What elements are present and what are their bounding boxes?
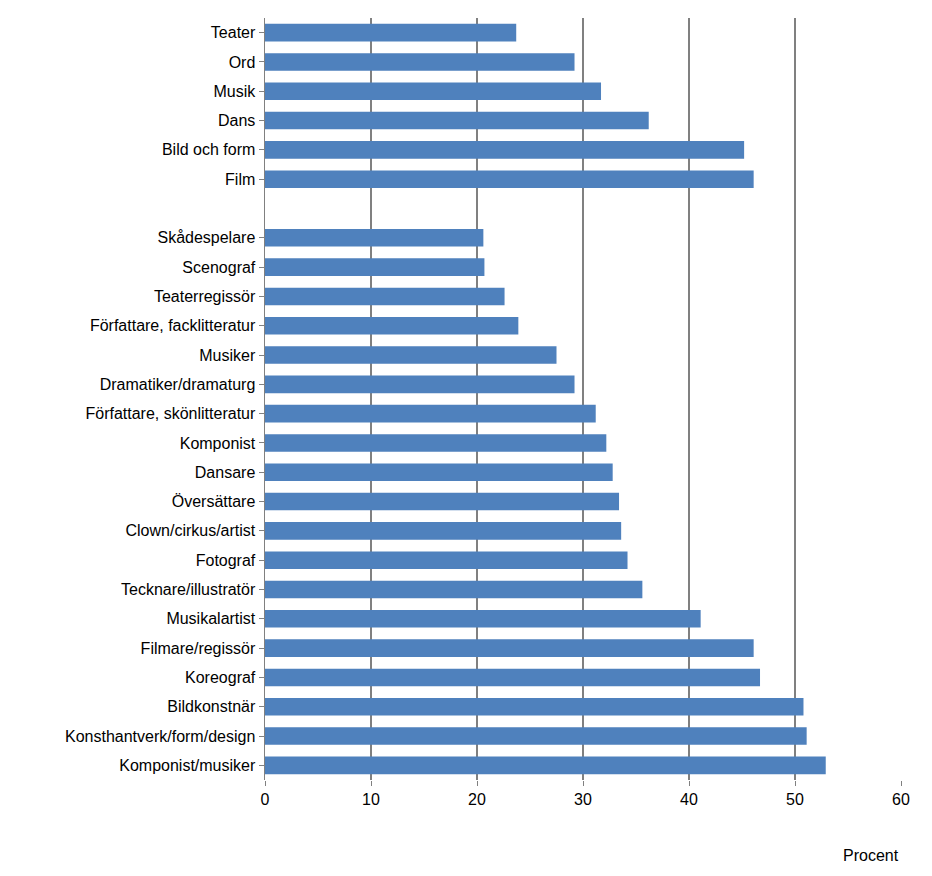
- svg-text:Musiker: Musiker: [199, 347, 256, 364]
- svg-text:Filmare/regissör: Filmare/regissör: [141, 640, 256, 657]
- svg-text:Procent: Procent: [843, 847, 899, 864]
- svg-text:30: 30: [574, 791, 592, 808]
- svg-text:20: 20: [468, 791, 486, 808]
- svg-text:Film: Film: [225, 171, 255, 188]
- svg-text:Clown/cirkus/artist: Clown/cirkus/artist: [125, 522, 255, 539]
- svg-text:50: 50: [786, 791, 804, 808]
- svg-text:Teaterregissör: Teaterregissör: [154, 288, 256, 305]
- svg-text:Teater: Teater: [211, 24, 256, 41]
- svg-text:Komponist: Komponist: [180, 435, 256, 452]
- svg-text:Översättare: Översättare: [172, 493, 256, 510]
- svg-text:Dansare: Dansare: [195, 464, 256, 481]
- svg-text:60: 60: [892, 791, 910, 808]
- svg-text:10: 10: [362, 791, 380, 808]
- svg-text:40: 40: [680, 791, 698, 808]
- svg-text:Bildkonstnär: Bildkonstnär: [167, 698, 256, 715]
- svg-text:Ord: Ord: [229, 54, 256, 71]
- svg-text:Musik: Musik: [214, 83, 257, 100]
- svg-text:Författare, skönlitteratur: Författare, skönlitteratur: [85, 405, 256, 422]
- svg-text:Dans: Dans: [218, 112, 255, 129]
- svg-text:Scenograf: Scenograf: [182, 259, 255, 276]
- svg-text:Skådespelare: Skådespelare: [157, 229, 255, 246]
- svg-text:Bild och form: Bild och form: [162, 141, 255, 158]
- svg-text:Författare, facklitteratur: Författare, facklitteratur: [90, 317, 256, 334]
- svg-text:Konsthantverk/form/design: Konsthantverk/form/design: [65, 728, 255, 745]
- svg-text:Dramatiker/dramaturg: Dramatiker/dramaturg: [100, 376, 256, 393]
- svg-text:0: 0: [261, 791, 270, 808]
- svg-text:Koreograf: Koreograf: [185, 669, 256, 686]
- svg-text:Musikalartist: Musikalartist: [166, 610, 255, 627]
- svg-text:Tecknare/illustratör: Tecknare/illustratör: [121, 581, 256, 598]
- svg-text:Komponist/musiker: Komponist/musiker: [119, 757, 256, 774]
- svg-text:Fotograf: Fotograf: [196, 552, 256, 569]
